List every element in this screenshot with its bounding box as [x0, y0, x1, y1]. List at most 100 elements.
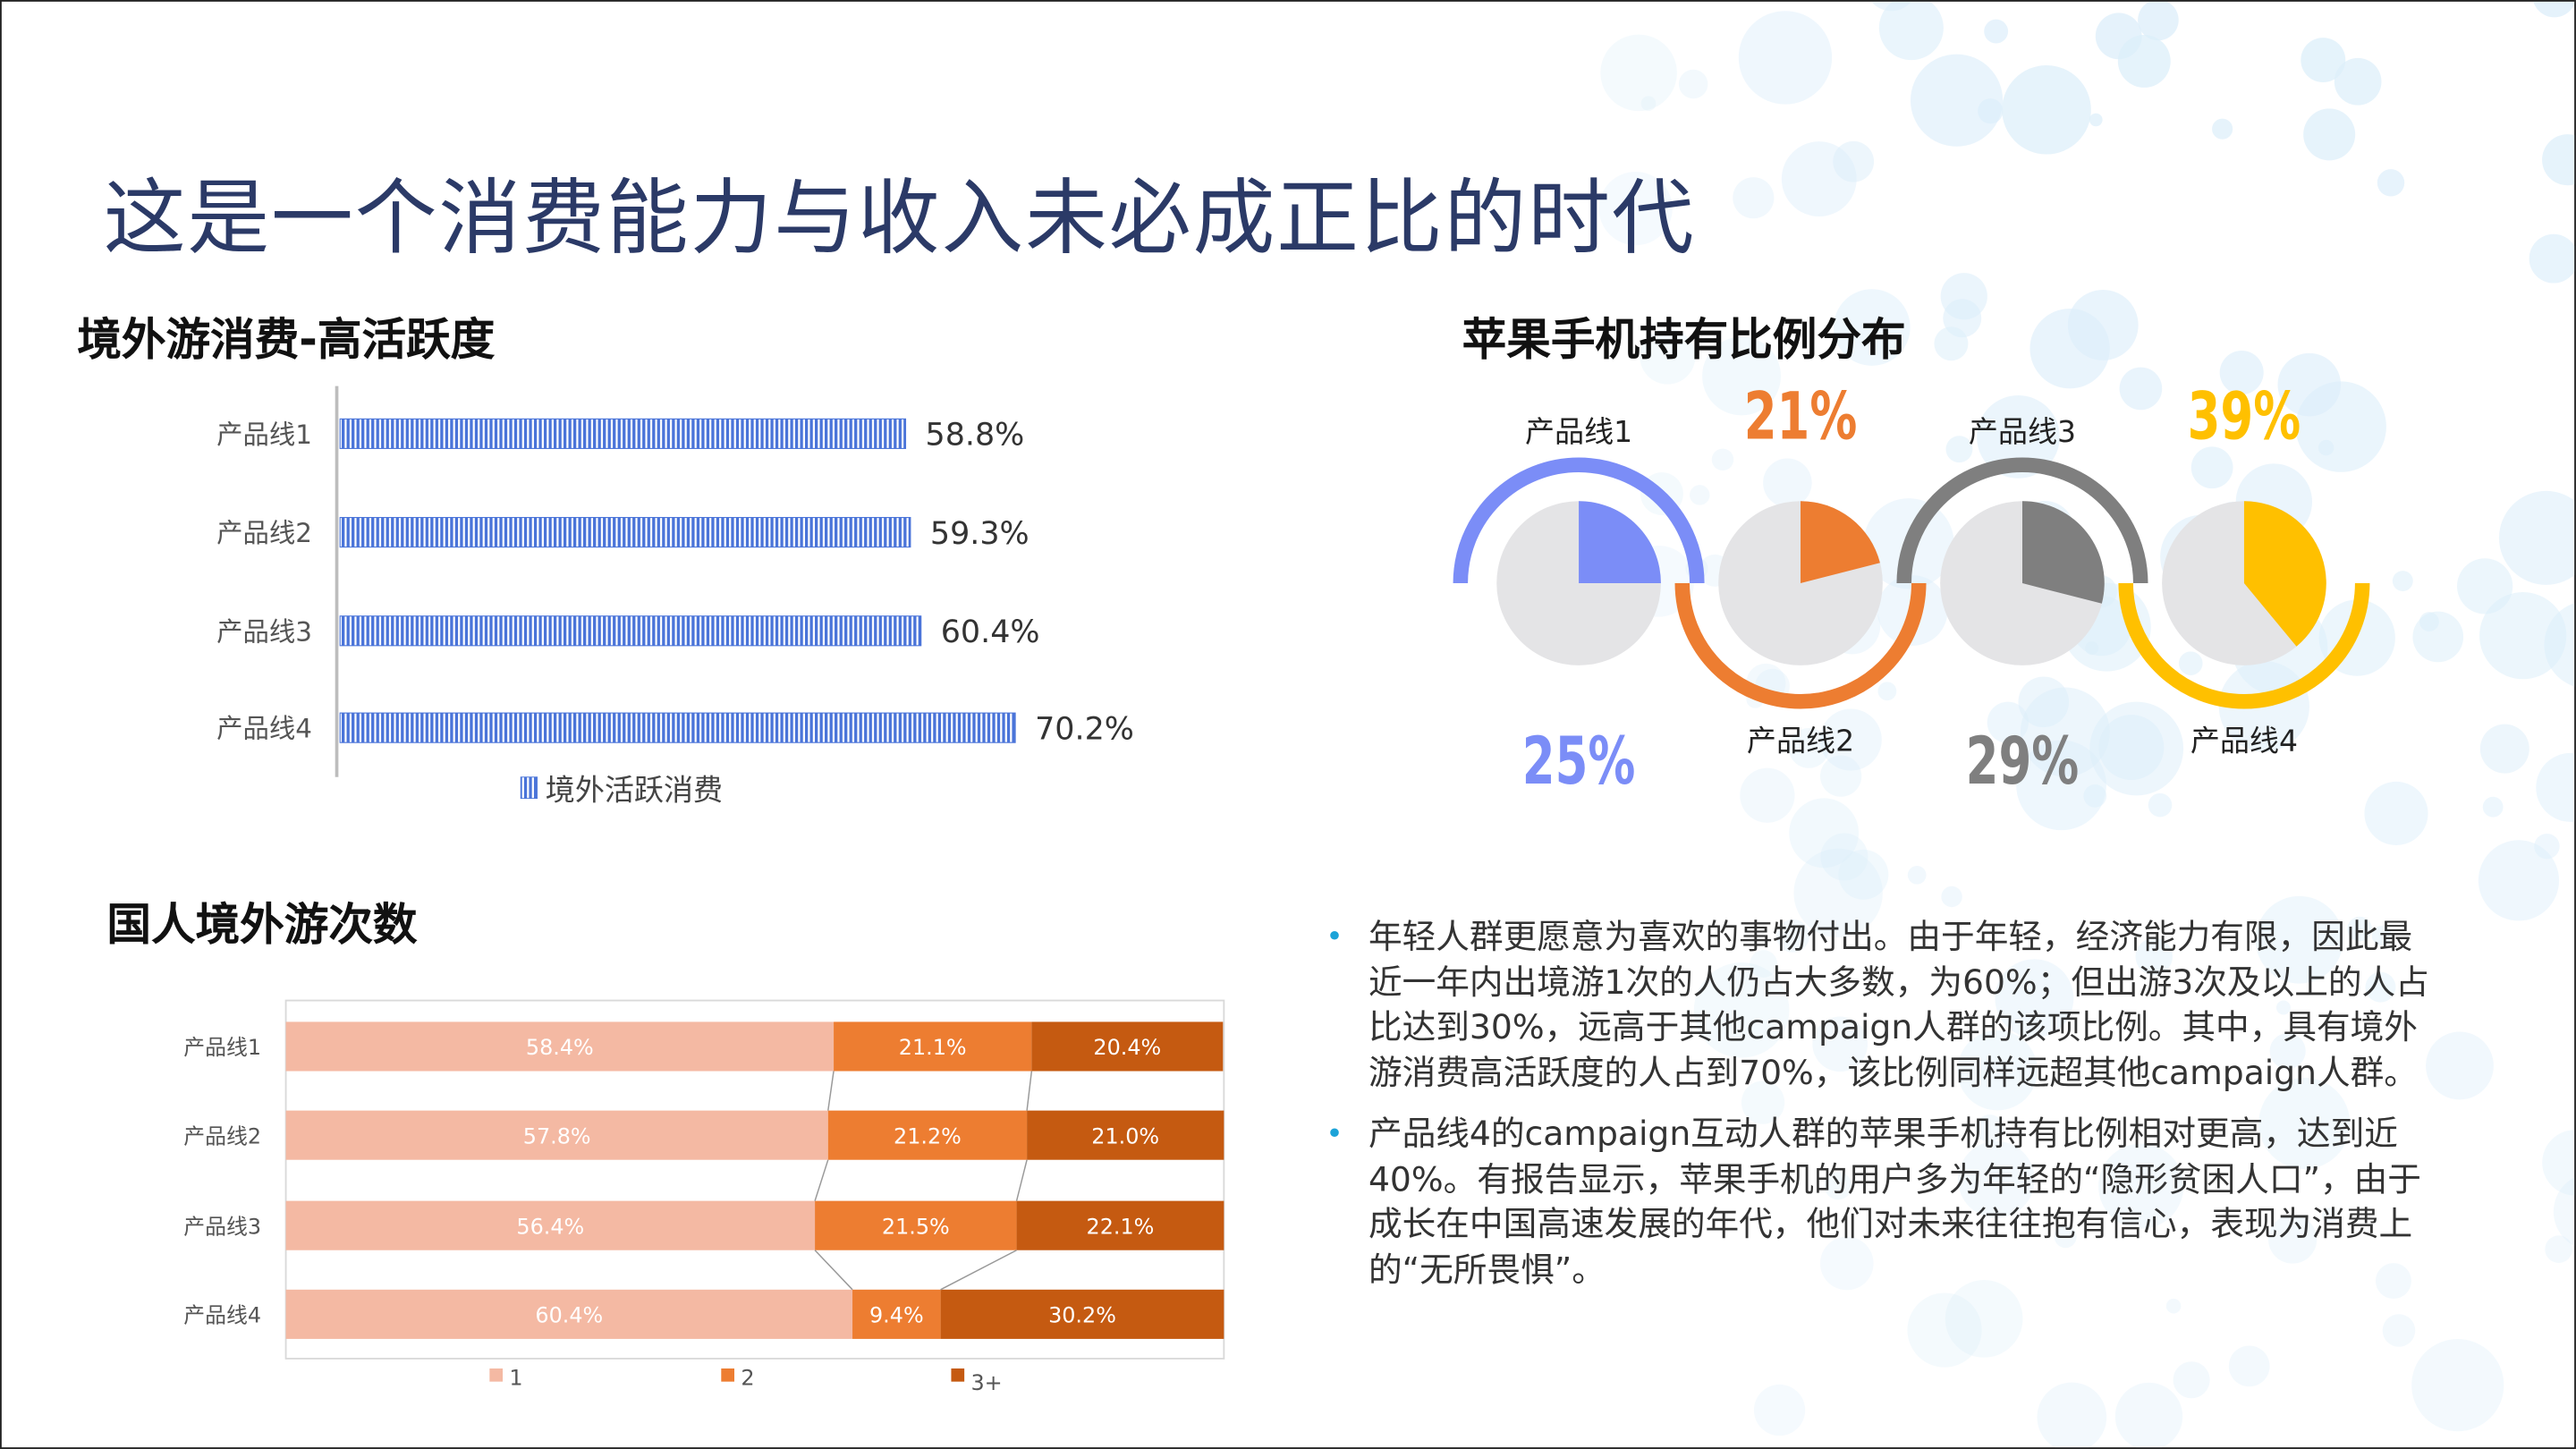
- decor-dot: [1877, 682, 1897, 701]
- pie-slice: [2021, 501, 2105, 604]
- decor-dot: [2533, 1, 2575, 18]
- decor-dot: [2426, 1031, 2494, 1100]
- decor-dot: [1640, 328, 1696, 385]
- decor-dot: [2138, 1, 2179, 41]
- decor-dot: [2301, 38, 2346, 83]
- decor-dot: [2303, 108, 2356, 161]
- decor-dot: [2089, 701, 2184, 796]
- chart3-bar-segment: [834, 1021, 1032, 1072]
- pie-arc: [1674, 583, 1927, 709]
- decor-dot: [2347, 916, 2372, 942]
- decor-dot: [1753, 1384, 1806, 1436]
- decor-dot: [2419, 612, 2439, 632]
- decor-dot: [1958, 1140, 2035, 1218]
- chart1-category-label: 产品线3: [216, 616, 312, 647]
- pie-arc: [1453, 457, 1705, 584]
- chart1-category-label: 产品线2: [216, 518, 312, 548]
- chart2-heading: 苹果手机持有比例分布: [1462, 315, 1906, 367]
- chart1-bar: [339, 615, 922, 647]
- chart3-data-label: 21.2%: [894, 1123, 962, 1148]
- chart3-series-line: [1026, 1071, 1033, 1111]
- decor-dot: [2228, 1345, 2270, 1387]
- chart3-data-label: 60.4%: [535, 1303, 603, 1328]
- pie-category-label: 产品线2: [1747, 723, 1854, 758]
- decor-dot: [2365, 971, 2396, 1003]
- decor-dot: [1740, 767, 1795, 823]
- decor-dot: [2382, 1314, 2416, 1347]
- decor-dot: [2219, 351, 2264, 395]
- decor-dot: [2534, 833, 2560, 860]
- decor-dot: [2411, 1339, 2504, 1432]
- decor-dot: [2498, 490, 2575, 585]
- decor-dot: [1878, 1, 1944, 61]
- chart1-category-label: 产品线4: [216, 714, 312, 744]
- pie-slice: [1801, 501, 1880, 584]
- chart1-legend-swatch: [520, 776, 538, 800]
- pie-category-label: 产品线3: [1969, 414, 2076, 449]
- pie-percent-label: 25%: [1522, 724, 1636, 801]
- bullet-dot-icon: •: [1326, 919, 1343, 955]
- chart1-bar: [339, 712, 1016, 743]
- decor-dot: [1789, 798, 1860, 869]
- chart3-data-label: 21.1%: [899, 1035, 967, 1060]
- decor-dot: [2479, 592, 2567, 680]
- decor-dot: [1702, 336, 1782, 416]
- decor-dot: [2318, 439, 2334, 456]
- decor-dot: [2117, 35, 2171, 88]
- decor-dot: [2083, 784, 2107, 808]
- decor-dot: [1819, 1236, 1874, 1291]
- decor-dot: [1833, 289, 1911, 366]
- decor-dot: [2135, 937, 2174, 976]
- decor-dot: [1987, 701, 2029, 743]
- decor-dot: [2190, 446, 2233, 489]
- insight-text: • 年轻人群更愿意为喜欢的事物付出。由于年轻，经济能力有限，因此最近一年内出境游1…: [1326, 915, 2443, 1309]
- decor-dot: [1738, 11, 1833, 105]
- chart3-data-label: 57.8%: [523, 1123, 591, 1148]
- chart3-legend-swatch: [489, 1368, 504, 1382]
- decor-dot: [2542, 1130, 2575, 1196]
- decor-dot: [2002, 65, 2091, 155]
- decor-dot: [2536, 752, 2575, 822]
- decor-dot: [2542, 134, 2575, 186]
- decor-dot: [1824, 1172, 1852, 1200]
- decor-dot: [1750, 950, 1778, 978]
- pie-slice: [2243, 501, 2326, 647]
- chart3-legend-label: 3+: [970, 1370, 1002, 1395]
- decor-dot: [1833, 140, 1875, 182]
- chart3-bar-segment: [285, 1021, 835, 1072]
- chart3-series-line: [814, 1159, 829, 1201]
- decor-dot: [2054, 1225, 2077, 1249]
- chart3-data-label: 58.4%: [526, 1035, 594, 1060]
- decor-dot: [2364, 781, 2428, 845]
- pie-arc: [2118, 583, 2370, 709]
- chart1-legend-label: 境外活跃消费: [546, 772, 723, 807]
- chart3-category-label: 产品线4: [183, 1303, 261, 1328]
- decor-dot: [2334, 57, 2382, 106]
- chart1-category-label: 产品线1: [216, 419, 312, 450]
- decor-dot: [2545, 1235, 2572, 1263]
- decor-dot: [1984, 19, 2009, 44]
- chart3-bar-segment: [940, 1289, 1224, 1339]
- decor-dot: [1690, 485, 1710, 505]
- decor-dot: [1957, 1030, 2038, 1111]
- decor-dot: [1977, 395, 2060, 479]
- decor-dot: [2148, 792, 2173, 818]
- pie-slice: [1579, 501, 1661, 584]
- iphone-ownership-pie-charts: 产品线1 25% 产品线2 21% 产品线3 29% 产品线4 39%: [1453, 379, 2370, 801]
- decor-dot: [2165, 1298, 2182, 1314]
- decor-dot: [1934, 326, 1969, 361]
- decor-dot: [1910, 54, 2004, 147]
- decor-dot: [1995, 959, 2074, 1038]
- decor-dot: [1907, 1292, 1982, 1368]
- decor-dot: [1978, 98, 2004, 124]
- decor-dot: [1600, 34, 1677, 112]
- decor-dot: [1733, 177, 1775, 219]
- decor-dot: [2482, 796, 2504, 818]
- decor-dot: [2098, 1143, 2184, 1229]
- chart3-bar-segment: [285, 1110, 828, 1160]
- chart1-data-label: 60.4%: [941, 614, 1040, 650]
- chart3-data-label: 56.4%: [516, 1214, 584, 1239]
- chart3-bar-segment: [1027, 1110, 1224, 1160]
- bullet-item: • 年轻人群更愿意为喜欢的事物付出。由于年轻，经济能力有限，因此最近一年内出境游1…: [1326, 916, 2429, 1092]
- decor-dot: [1975, 1114, 2004, 1143]
